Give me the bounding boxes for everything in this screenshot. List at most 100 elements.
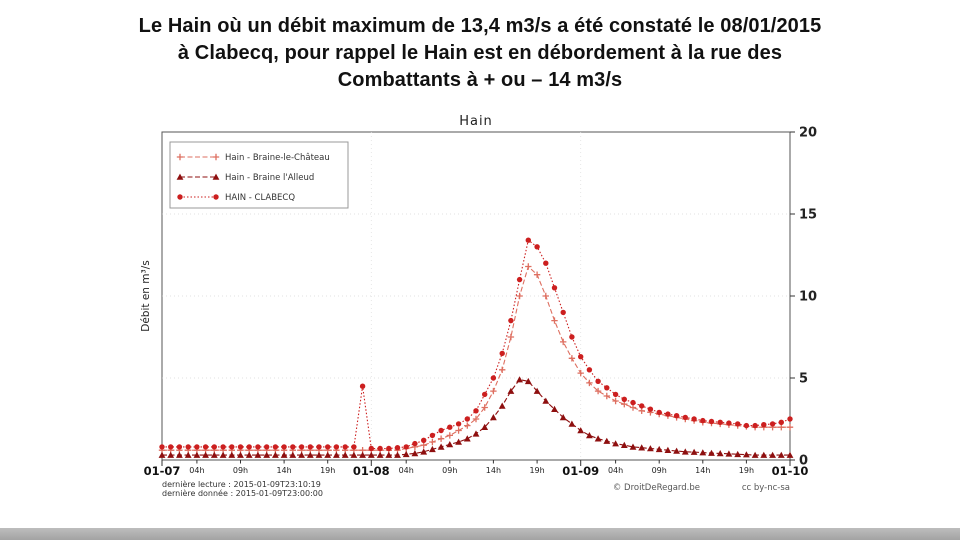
footer-last-read: dernière lecture : 2015-01-09T23:10:19 (162, 479, 321, 489)
marker-triangle (463, 435, 471, 442)
marker-circle (787, 416, 793, 422)
marker-circle (604, 385, 610, 391)
legend-box (169, 141, 349, 209)
y-axis-label: Débit en m³/s (140, 260, 152, 331)
marker-circle (429, 432, 436, 439)
bottom-bar (0, 528, 960, 540)
marker-plus (420, 442, 427, 449)
marker-triangle (490, 414, 497, 421)
marker-circle (700, 417, 706, 424)
marker-plus (429, 438, 436, 446)
marker-circle (551, 285, 558, 291)
marker-triangle (699, 449, 707, 456)
marker-triangle (542, 397, 550, 404)
marker-plus (551, 317, 558, 324)
x-hour-label: 19h (529, 466, 544, 475)
legend: Hain - Braine-le-Château Hain - Braine l'… (169, 141, 349, 209)
marker-triangle (481, 423, 489, 430)
chart-title: Hain (459, 114, 493, 129)
marker-triangle (507, 387, 515, 394)
marker-plus (786, 424, 794, 431)
x-hour-label: 04h (608, 466, 623, 475)
marker-circle (159, 444, 165, 450)
marker-triangle (437, 443, 445, 450)
marker-triangle (455, 438, 462, 445)
marker-circle (185, 444, 191, 450)
marker-triangle (664, 446, 672, 453)
x-hour-label: 09h (442, 466, 457, 475)
marker-triangle (280, 451, 288, 458)
x-hour-label: 14h (695, 466, 710, 475)
marker-circle (761, 422, 767, 428)
marker-circle (499, 350, 505, 357)
x-day-label: 01-08 (353, 464, 390, 478)
marker-triangle (254, 451, 262, 458)
marker-circle (508, 317, 514, 324)
marker-circle (455, 421, 462, 427)
marker-plus (437, 435, 445, 442)
series-2 (159, 237, 793, 452)
marker-plus (212, 153, 220, 161)
marker-plus (525, 263, 532, 270)
marker-circle (691, 416, 697, 422)
marker-circle (656, 409, 662, 416)
x-hour-label: 19h (320, 466, 335, 475)
legend-item-2: HAIN - CLABECQ (177, 193, 295, 203)
marker-plus (490, 387, 497, 395)
marker-triangle (376, 451, 384, 458)
marker-triangle (420, 448, 428, 455)
marker-triangle (708, 449, 715, 456)
footer-license: cc by-nc-sa (742, 483, 790, 493)
marker-plus (455, 427, 462, 434)
marker-triangle (263, 451, 271, 458)
marker-triangle (228, 451, 236, 458)
marker-circle (578, 354, 584, 360)
marker-triangle (341, 451, 349, 458)
marker-circle (213, 194, 219, 200)
marker-triangle (498, 402, 506, 409)
marker-triangle (594, 435, 602, 442)
marker-circle (473, 408, 479, 414)
marker-circle (325, 444, 331, 450)
marker-plus (464, 422, 471, 429)
marker-triangle (743, 451, 750, 458)
marker-triangle (620, 441, 628, 448)
marker-plus (603, 392, 610, 400)
marker-triangle (568, 420, 576, 427)
marker-triangle (638, 444, 646, 451)
marker-circle (534, 244, 540, 250)
footer-last-data: dernière donnée : 2015-01-09T23:00:00 (162, 488, 323, 498)
marker-triangle (289, 451, 297, 458)
marker-circle (351, 444, 357, 450)
marker-circle (202, 444, 209, 450)
marker-triangle (429, 445, 436, 453)
marker-plus (507, 333, 515, 341)
marker-triangle (725, 450, 733, 457)
marker-triangle (402, 450, 410, 458)
marker-circle (743, 422, 750, 429)
marker-triangle (394, 451, 401, 458)
marker-circle (316, 444, 322, 450)
slide-title-line-2: à Clabecq, pour rappel le Hain est en dé… (177, 42, 783, 64)
marker-circle (272, 444, 279, 450)
marker-triangle (690, 448, 698, 455)
marker-triangle (385, 451, 393, 458)
marker-circle (647, 406, 654, 412)
marker-circle (290, 444, 296, 450)
marker-triangle (769, 451, 776, 458)
marker-triangle (176, 451, 183, 458)
marker-circle (665, 411, 671, 417)
marker-circle (386, 445, 392, 452)
marker-circle (168, 444, 174, 450)
marker-plus (778, 424, 785, 431)
marker-circle (438, 427, 444, 434)
marker-triangle (184, 451, 192, 458)
marker-triangle (586, 432, 593, 439)
marker-triangle (629, 443, 637, 450)
marker-triangle (272, 451, 279, 458)
marker-circle (543, 260, 549, 266)
legend-item-1: Hain - Braine l'Alleud (176, 173, 314, 183)
marker-plus (638, 407, 645, 414)
marker-triangle (673, 447, 680, 454)
marker-triangle (655, 445, 663, 453)
